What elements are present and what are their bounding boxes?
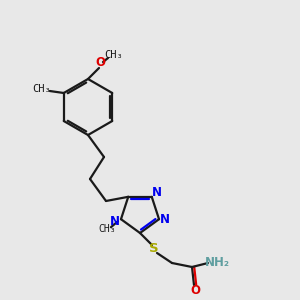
Text: O: O (95, 56, 105, 68)
Text: CH₃: CH₃ (32, 84, 51, 94)
Text: CH₃: CH₃ (105, 50, 123, 60)
Text: CH₃: CH₃ (98, 224, 116, 234)
Text: N: N (152, 186, 162, 199)
Text: S: S (149, 242, 159, 256)
Text: N: N (160, 213, 170, 226)
Text: NH₂: NH₂ (205, 256, 230, 268)
Text: O: O (190, 284, 200, 298)
Text: N: N (110, 215, 120, 228)
